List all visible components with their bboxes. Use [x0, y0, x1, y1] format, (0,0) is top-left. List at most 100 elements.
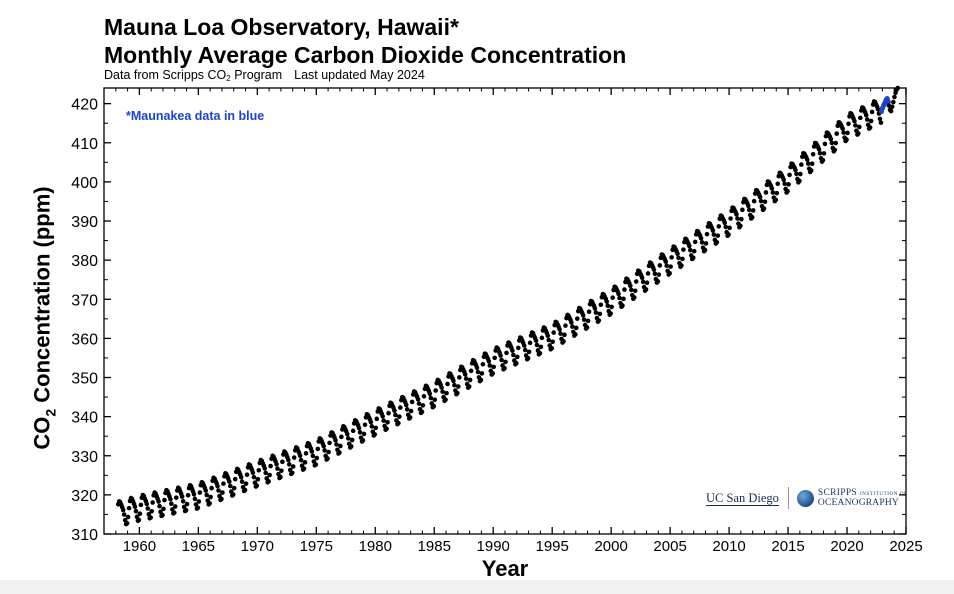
- data-point: [702, 247, 708, 253]
- data-point: [349, 437, 355, 443]
- data-point: [787, 172, 792, 178]
- data-point: [372, 432, 378, 437]
- data-point: [657, 263, 663, 268]
- data-point: [726, 232, 731, 237]
- data-point: [243, 481, 249, 486]
- data-point: [663, 259, 669, 264]
- data-point: [228, 483, 233, 489]
- data-point: [409, 399, 415, 405]
- data-point: [799, 162, 804, 167]
- data-point: [416, 401, 422, 406]
- data-point: [291, 455, 297, 460]
- data-point: [652, 271, 658, 277]
- data-point: [419, 409, 425, 415]
- data-point: [561, 339, 566, 344]
- data-point: [586, 309, 592, 315]
- subtitle-source: Data from Scripps CO: [104, 68, 227, 82]
- data-point: [820, 157, 826, 163]
- data-point: [398, 405, 403, 410]
- data-point: [350, 428, 356, 434]
- data-point: [828, 136, 834, 142]
- ylabel-suffix: Concentration (ppm): [29, 186, 55, 409]
- data-point: [616, 291, 621, 297]
- data-point: [786, 182, 791, 187]
- data-point: [704, 231, 710, 237]
- data-point: [396, 420, 401, 426]
- data-point: [374, 416, 380, 422]
- data-point: [137, 511, 143, 517]
- data-point: [551, 330, 556, 335]
- data-point: [215, 483, 220, 489]
- data-point: [286, 457, 291, 463]
- data-point: [124, 520, 130, 526]
- data-point: [656, 272, 662, 277]
- data-point: [502, 366, 507, 371]
- data-point: [664, 263, 669, 269]
- data-point: [278, 474, 283, 480]
- data-point: [360, 438, 366, 443]
- data-point: [452, 382, 457, 388]
- logos: UC San Diego SCRIPPS INSTITUTION OF OCEAN…: [706, 487, 907, 509]
- data-point: [444, 390, 449, 396]
- data-point: [443, 397, 448, 402]
- data-point: [344, 431, 350, 437]
- data-point: [539, 335, 545, 341]
- data-point: [775, 181, 781, 187]
- data-point: [207, 501, 212, 506]
- data-point: [676, 255, 681, 261]
- data-point: [558, 331, 563, 336]
- data-point: [290, 464, 296, 469]
- data-point: [433, 388, 439, 393]
- data-point: [251, 474, 257, 480]
- data-point: [221, 481, 226, 486]
- data-point: [268, 463, 273, 469]
- x-tick-label: 2025: [889, 538, 922, 555]
- data-point: [327, 440, 332, 446]
- data-point: [681, 247, 686, 252]
- data-point: [569, 320, 574, 325]
- x-tick-label: 2020: [830, 538, 863, 555]
- data-point: [385, 419, 390, 425]
- data-point: [749, 214, 755, 220]
- data-point: [584, 325, 590, 330]
- data-point: [727, 225, 732, 231]
- data-point: [421, 393, 427, 399]
- data-point: [204, 492, 210, 498]
- data-point: [203, 488, 209, 493]
- y-tick-label: 350: [71, 371, 98, 388]
- data-point: [195, 505, 201, 511]
- data-point: [794, 171, 799, 177]
- data-point: [132, 504, 138, 510]
- data-point: [244, 472, 250, 477]
- data-point: [687, 247, 693, 253]
- data-point: [231, 485, 237, 491]
- data-point: [491, 364, 497, 370]
- data-point: [345, 436, 351, 441]
- data-point: [891, 99, 896, 105]
- data-point: [550, 339, 555, 345]
- data-point: [808, 168, 814, 173]
- data-point: [420, 403, 426, 408]
- data-point: [440, 389, 445, 395]
- data-point: [445, 381, 450, 387]
- data-point: [397, 414, 402, 419]
- data-point: [867, 125, 873, 130]
- x-tick-label: 2010: [712, 538, 745, 555]
- y-tick-label: 320: [71, 488, 98, 505]
- data-point: [762, 199, 768, 205]
- data-point: [633, 279, 639, 284]
- data-point: [821, 151, 827, 156]
- data-point: [499, 357, 504, 363]
- data-point: [191, 491, 197, 497]
- data-point: [463, 376, 469, 381]
- data-point: [315, 446, 321, 452]
- y-tick-label: 420: [71, 97, 98, 114]
- data-point: [735, 216, 740, 221]
- data-point: [521, 343, 527, 348]
- data-point: [514, 360, 519, 366]
- data-point: [380, 413, 385, 419]
- data-point: [833, 140, 839, 146]
- data-point: [357, 430, 363, 435]
- data-point: [156, 499, 161, 504]
- data-point: [262, 466, 268, 471]
